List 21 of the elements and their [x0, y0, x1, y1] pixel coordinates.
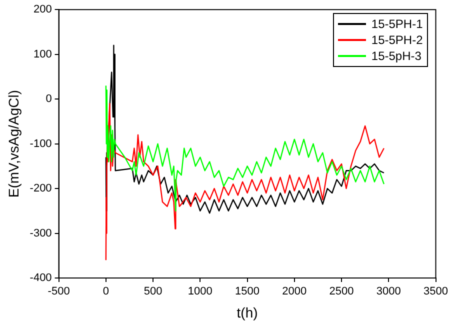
y-tick-label: -400 — [30, 272, 52, 284]
x-tick-label: 500 — [144, 286, 162, 298]
legend-label: 15-5PH-1 — [371, 16, 423, 32]
y-tick-label: 100 — [33, 48, 52, 60]
y-tick-label: 200 — [33, 4, 52, 16]
y-tick-label: -200 — [30, 182, 52, 195]
x-tick-label: 3500 — [424, 286, 448, 298]
x-tick-label: -500 — [48, 286, 70, 298]
legend-label: 15-5PH-2 — [371, 32, 423, 48]
x-axis-title: t(h) — [236, 304, 258, 320]
legend-label: 15-5pH-3 — [371, 48, 422, 64]
y-tick-label: -300 — [30, 227, 52, 240]
y-tick-label: -100 — [30, 138, 52, 150]
y-tick-label: 0 — [46, 93, 52, 106]
x-tick-label: 1500 — [235, 286, 260, 298]
x-tick-label: 0 — [102, 286, 109, 298]
y-axis-title: E(mV,vsAg/AgCl) — [5, 90, 22, 198]
x-tick-label: 1000 — [188, 286, 212, 298]
x-tick-label: 2000 — [282, 286, 307, 298]
x-tick-label: 3000 — [376, 286, 401, 298]
x-tick-label: 2500 — [329, 286, 354, 298]
